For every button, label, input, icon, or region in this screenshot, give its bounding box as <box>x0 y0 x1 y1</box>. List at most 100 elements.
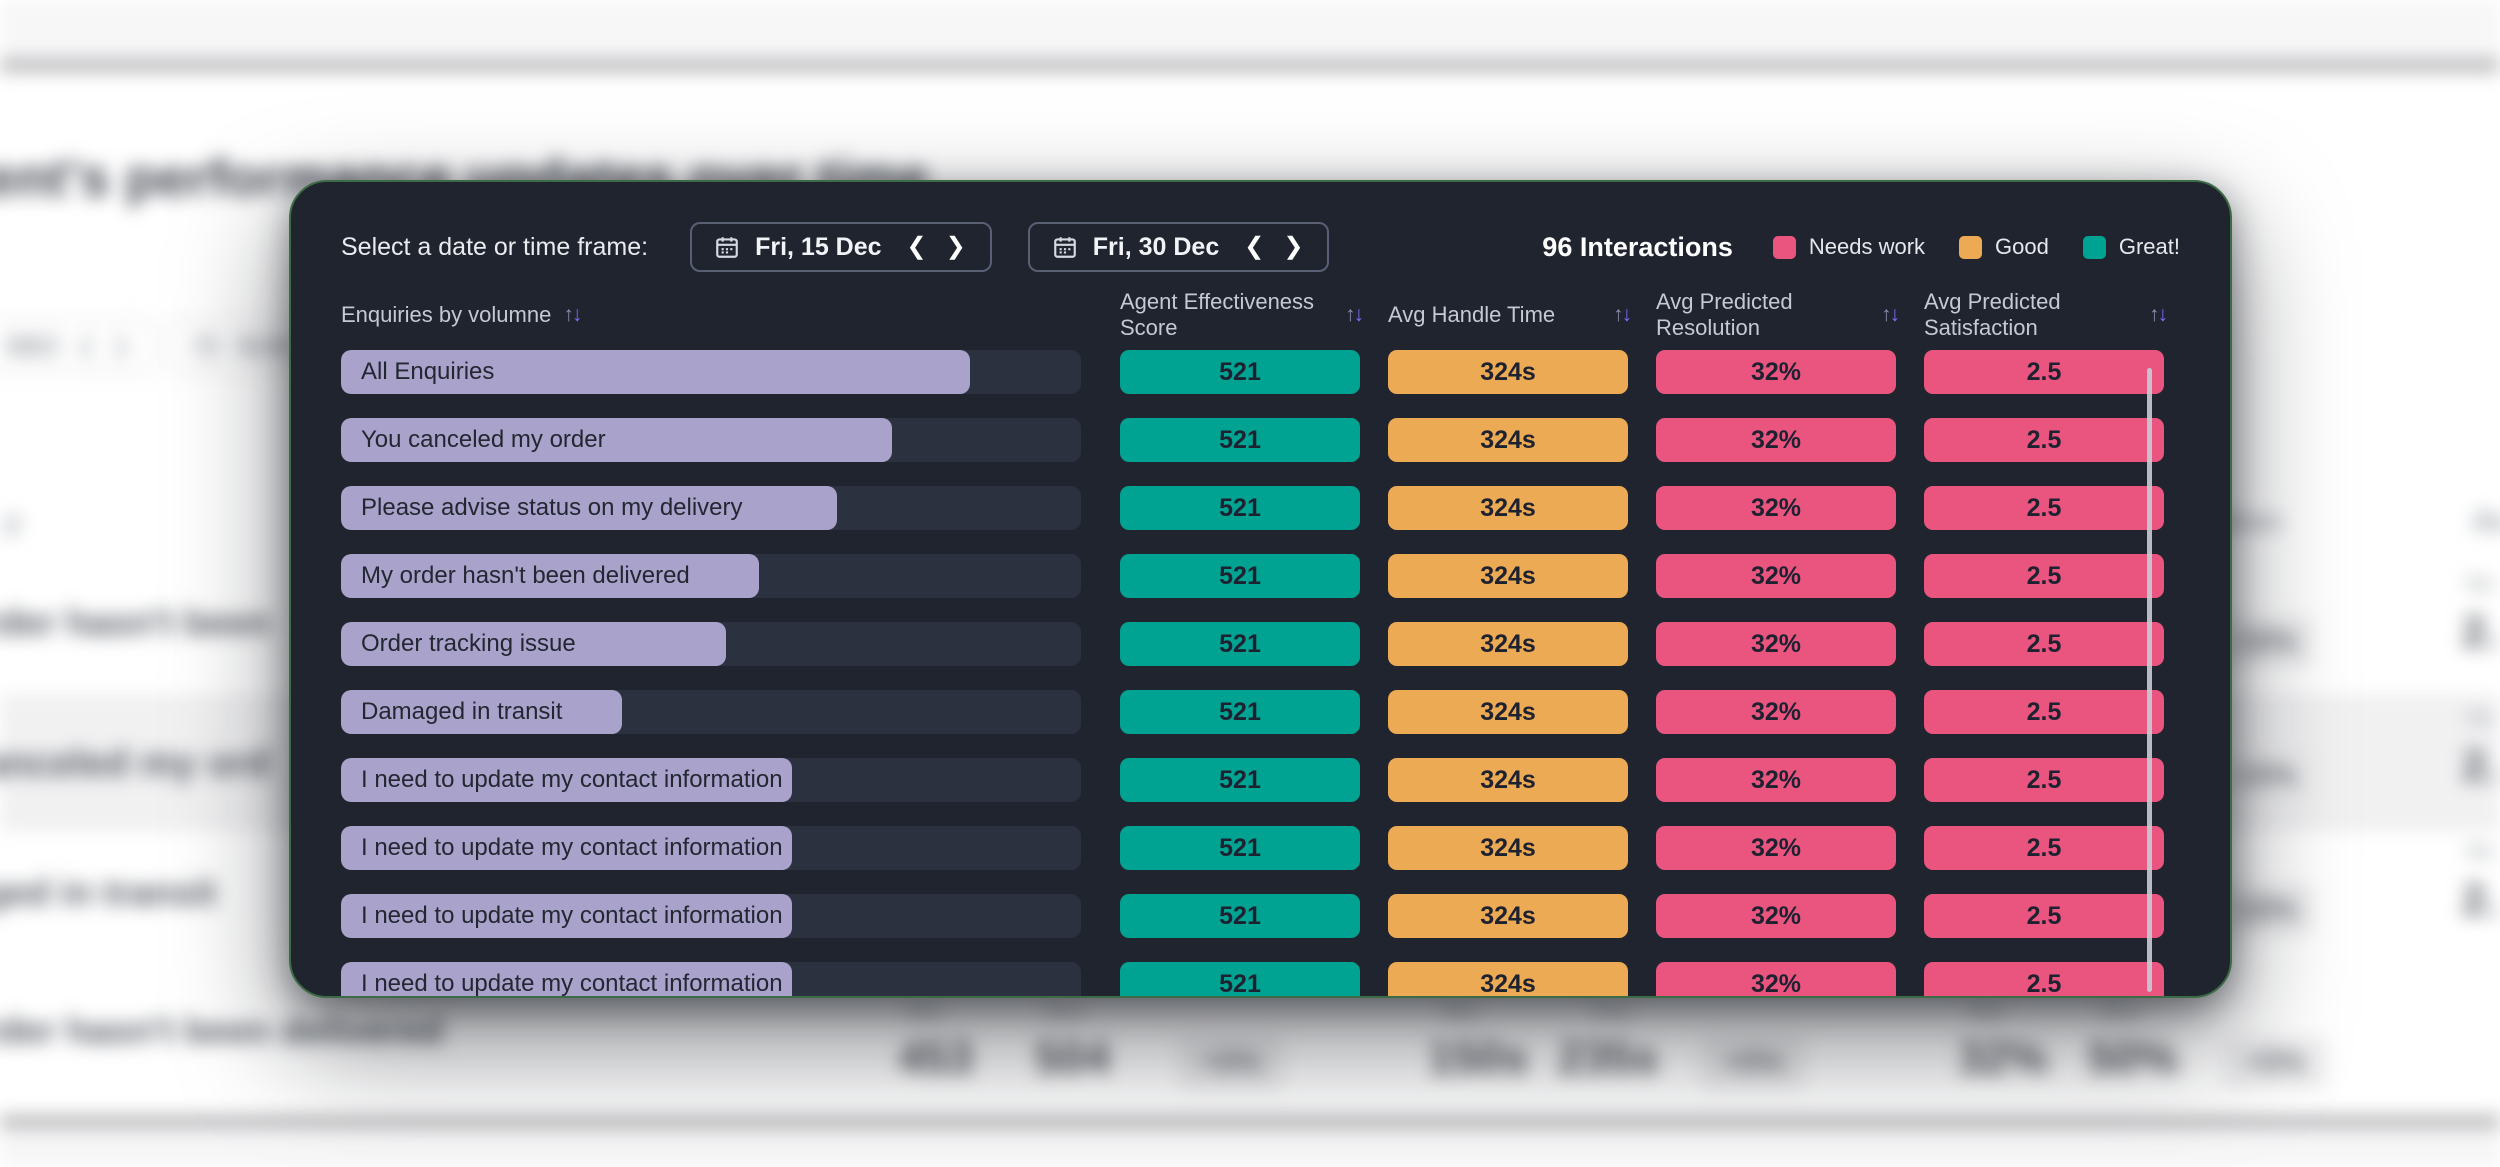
calendar-icon <box>1053 237 1076 258</box>
enquiry-row[interactable]: I need to update my contact information … <box>341 962 2180 997</box>
now-label: Now <box>1592 1002 1633 1023</box>
enquiry-label: You canceled my order <box>361 426 606 453</box>
column-header-resolution[interactable]: Avg Predicted Resolution ↑ ↓ <box>1656 289 1900 341</box>
was-value: 453 <box>898 1032 974 1083</box>
modal-scrollbar[interactable] <box>2147 368 2152 992</box>
column-header-enquiries[interactable]: Enquiries by volumne ↑ ↓ <box>341 302 1081 328</box>
chevron-right-icon: ❯ <box>111 333 130 358</box>
volume-bar-track: I need to update my contact information <box>341 894 1081 938</box>
was-label: Was <box>906 1002 945 1023</box>
start-date-label: Fri, 15 Dec <box>755 232 882 261</box>
handle-time-badge: 324s <box>1388 554 1628 598</box>
sort-icon[interactable]: ↑ ↓ <box>2149 303 2168 326</box>
background-date-picker-left: DEC ❮ ❯ <box>0 318 154 374</box>
handle-time-badge: 324s <box>1388 690 1628 734</box>
enquiry-row[interactable]: All Enquiries 521 324s 32% 2.5 <box>341 350 2180 394</box>
resolution-badge: 32% <box>1656 894 1896 938</box>
handle-time-badge: 324s <box>1388 894 1628 938</box>
sort-icon[interactable]: ↑ ↓ <box>563 303 582 326</box>
volume-bar[interactable]: All Enquiries <box>341 350 970 394</box>
enquiry-label: I need to update my contact information <box>361 834 783 861</box>
resolution-badge: 32% <box>1656 826 1896 870</box>
delta-badge: +5% <box>1700 1036 1806 1090</box>
enquiry-row[interactable]: I need to update my contact information … <box>341 826 2180 870</box>
column-header-handle-time[interactable]: Avg Handle Time ↑ ↓ <box>1388 302 1632 328</box>
handle-time-badge: 324s <box>1388 486 1628 530</box>
enquiry-row[interactable]: You canceled my order 521 324s 32% 2.5 <box>341 418 2180 462</box>
now-value: 50% <box>2088 1032 2179 1083</box>
delta-badge: +5% <box>1178 1036 1284 1090</box>
enquiry-row[interactable]: Damaged in transit 521 324s 32% 2.5 <box>341 690 2180 734</box>
volume-bar-track: All Enquiries <box>341 350 1081 394</box>
now-label: Now <box>1044 1002 1085 1023</box>
volume-bar[interactable]: Please advise status on my delivery <box>341 486 837 530</box>
sort-icon[interactable]: ↑ ↓ <box>1613 303 1632 326</box>
sort-icon[interactable]: ↑ ↓ <box>1881 303 1900 326</box>
satisfaction-badge: 2.5 <box>1924 826 2164 870</box>
enquiry-rows: All Enquiries 521 324s 32% 2.5 You cance… <box>341 350 2180 997</box>
enquiry-label: I need to update my contact information <box>361 970 783 997</box>
satisfaction-badge: 2.5 <box>1924 894 2164 938</box>
satisfaction-badge: 2.5 <box>1924 758 2164 802</box>
resolution-badge: 32% <box>1656 622 1896 666</box>
volume-bar[interactable]: I need to update my contact information <box>341 894 793 938</box>
volume-bar-track: Please advise status on my delivery <box>341 486 1081 530</box>
next-day-icon[interactable]: ❯ <box>945 233 966 260</box>
volume-bar[interactable]: Damaged in transit <box>341 690 623 734</box>
sort-icon[interactable]: ↑ ↓ <box>1345 303 1364 326</box>
volume-bar-track: My order hasn't been delivered <box>341 554 1081 598</box>
insights-modal: Select a date or time frame: Fri, 15 Dec… <box>289 180 2232 998</box>
volume-bar[interactable]: My order hasn't been delivered <box>341 554 760 598</box>
resolution-badge: 32% <box>1656 962 1896 996</box>
handle-time-badge: 324s <box>1388 418 1628 462</box>
volume-bar-track: I need to update my contact information <box>341 962 1081 997</box>
volume-bar[interactable]: You canceled my order <box>341 418 893 462</box>
column-label: Avg Predicted Satisfaction <box>1924 289 2061 340</box>
background-row-label: anceled my ord <box>0 742 271 785</box>
enquiry-label: I need to update my contact information <box>361 766 783 793</box>
now-label: Now <box>2100 1002 2141 1023</box>
column-header-satisfaction[interactable]: Avg Predicted Satisfaction ↑ ↓ <box>1924 289 2168 341</box>
enquiry-row[interactable]: I need to update my contact information … <box>341 894 2180 938</box>
volume-bar-track: I need to update my contact information <box>341 826 1081 870</box>
effectiveness-score-badge: 521 <box>1120 894 1360 938</box>
legend-label: Needs work <box>1808 234 1926 259</box>
legend-item-great: Great! <box>2082 234 2180 260</box>
handle-time-badge: 324s <box>1388 962 1628 996</box>
satisfaction-badge: 2.5 <box>1924 418 2164 462</box>
enquiry-row[interactable]: I need to update my contact information … <box>341 758 2180 802</box>
prev-day-icon[interactable]: ❮ <box>1244 233 1265 260</box>
metric-value: 2. <box>2462 608 2498 656</box>
background-row-label: rder hasn't been <box>0 602 271 643</box>
volume-bar[interactable]: Order tracking issue <box>341 622 726 666</box>
column-label: Avg Handle Time <box>1388 302 1556 327</box>
column-header-effectiveness[interactable]: Agent Effectiveness Score ↑ ↓ <box>1120 289 1364 341</box>
end-date-label: Fri, 30 Dec <box>1092 232 1220 261</box>
enquiry-row[interactable]: Please advise status on my delivery 521 … <box>341 486 2180 530</box>
was-mini-label: Wa <box>2466 574 2494 595</box>
table-column-headers: Enquiries by volumne ↑ ↓ Agent Effectiven… <box>341 289 2180 340</box>
date-picker-start[interactable]: Fri, 15 Dec ❮ ❯ <box>690 222 992 272</box>
enquiry-label: All Enquiries <box>361 358 495 385</box>
prev-day-icon[interactable]: ❮ <box>906 233 927 260</box>
volume-bar-track: Order tracking issue <box>341 622 1081 666</box>
resolution-badge: 32% <box>1656 486 1896 530</box>
background-row-label: rder hasn't been delivered <box>0 1010 444 1051</box>
now-value: 504 <box>1035 1032 1111 1083</box>
volume-bar[interactable]: I need to update my contact information <box>341 758 793 802</box>
modal-header: Select a date or time frame: Fri, 15 Dec… <box>341 222 2180 272</box>
volume-bar[interactable]: I need to update my contact information <box>341 962 793 997</box>
enquiry-label: Please advise status on my delivery <box>361 494 743 521</box>
volume-bar[interactable]: I need to update my contact information <box>341 826 793 870</box>
now-value: 235s <box>1558 1032 1659 1083</box>
next-day-icon[interactable]: ❯ <box>1283 233 1304 260</box>
background-column-fragment: y <box>4 505 21 538</box>
enquiry-label: I need to update my contact information <box>361 902 783 929</box>
enquiry-row[interactable]: Order tracking issue 521 324s 32% 2.5 <box>341 622 2180 666</box>
was-value: 150s <box>1428 1032 1529 1083</box>
effectiveness-score-badge: 521 <box>1120 554 1360 598</box>
effectiveness-score-badge: 521 <box>1120 690 1360 734</box>
date-picker-end[interactable]: Fri, 30 Dec ❮ ❯ <box>1027 222 1330 272</box>
enquiry-row[interactable]: My order hasn't been delivered 521 324s … <box>341 554 2180 598</box>
